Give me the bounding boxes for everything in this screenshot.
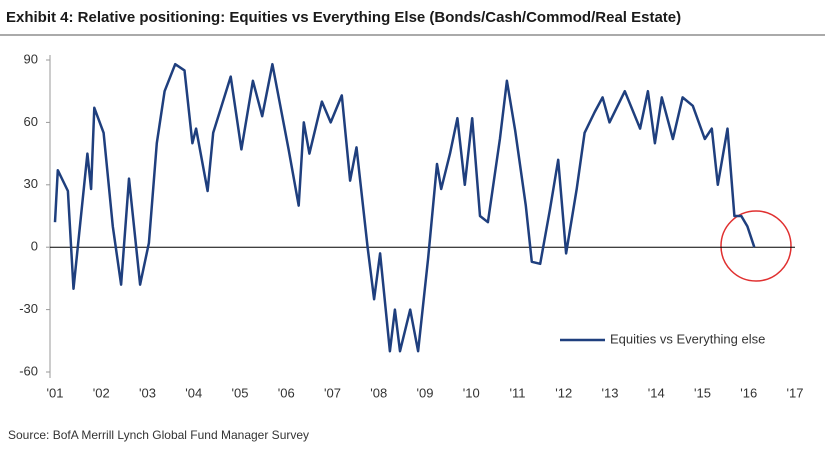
x-tick-label: '10 bbox=[463, 385, 480, 400]
legend-label: Equities vs Everything else bbox=[610, 331, 765, 346]
y-tick-label: 0 bbox=[31, 239, 38, 254]
x-tick-label: '03 bbox=[139, 385, 156, 400]
x-tick-label: '11 bbox=[510, 385, 526, 400]
x-tick-label: '16 bbox=[740, 385, 757, 400]
chart-title: Exhibit 4: Relative positioning: Equitie… bbox=[6, 9, 681, 26]
x-tick-label: '15 bbox=[694, 385, 711, 400]
x-tick-label: '06 bbox=[278, 385, 295, 400]
source: Source: BofA Merrill Lynch Global Fund M… bbox=[8, 428, 309, 442]
x-tick-label: '17 bbox=[787, 385, 804, 400]
x-tick-label: '01 bbox=[47, 385, 64, 400]
x-tick-label: '05 bbox=[232, 385, 249, 400]
highlight-circle bbox=[720, 210, 792, 282]
x-tick-label: '12 bbox=[555, 385, 572, 400]
y-tick-label: 60 bbox=[24, 114, 38, 129]
y-tick-label: -60 bbox=[19, 363, 38, 378]
series-line bbox=[53, 62, 756, 353]
x-tick-label: '13 bbox=[602, 385, 619, 400]
x-tick-label: '09 bbox=[417, 385, 434, 400]
y-tick-label: 30 bbox=[24, 176, 38, 191]
x-tick-label: '07 bbox=[324, 385, 341, 400]
x-tick-label: '04 bbox=[185, 385, 202, 400]
y-tick-label: -30 bbox=[19, 301, 38, 316]
y-tick-label: 90 bbox=[24, 51, 38, 66]
x-tick-label: '14 bbox=[648, 385, 665, 400]
x-tick-label: '02 bbox=[93, 385, 110, 400]
x-tick-label: '08 bbox=[370, 385, 387, 400]
